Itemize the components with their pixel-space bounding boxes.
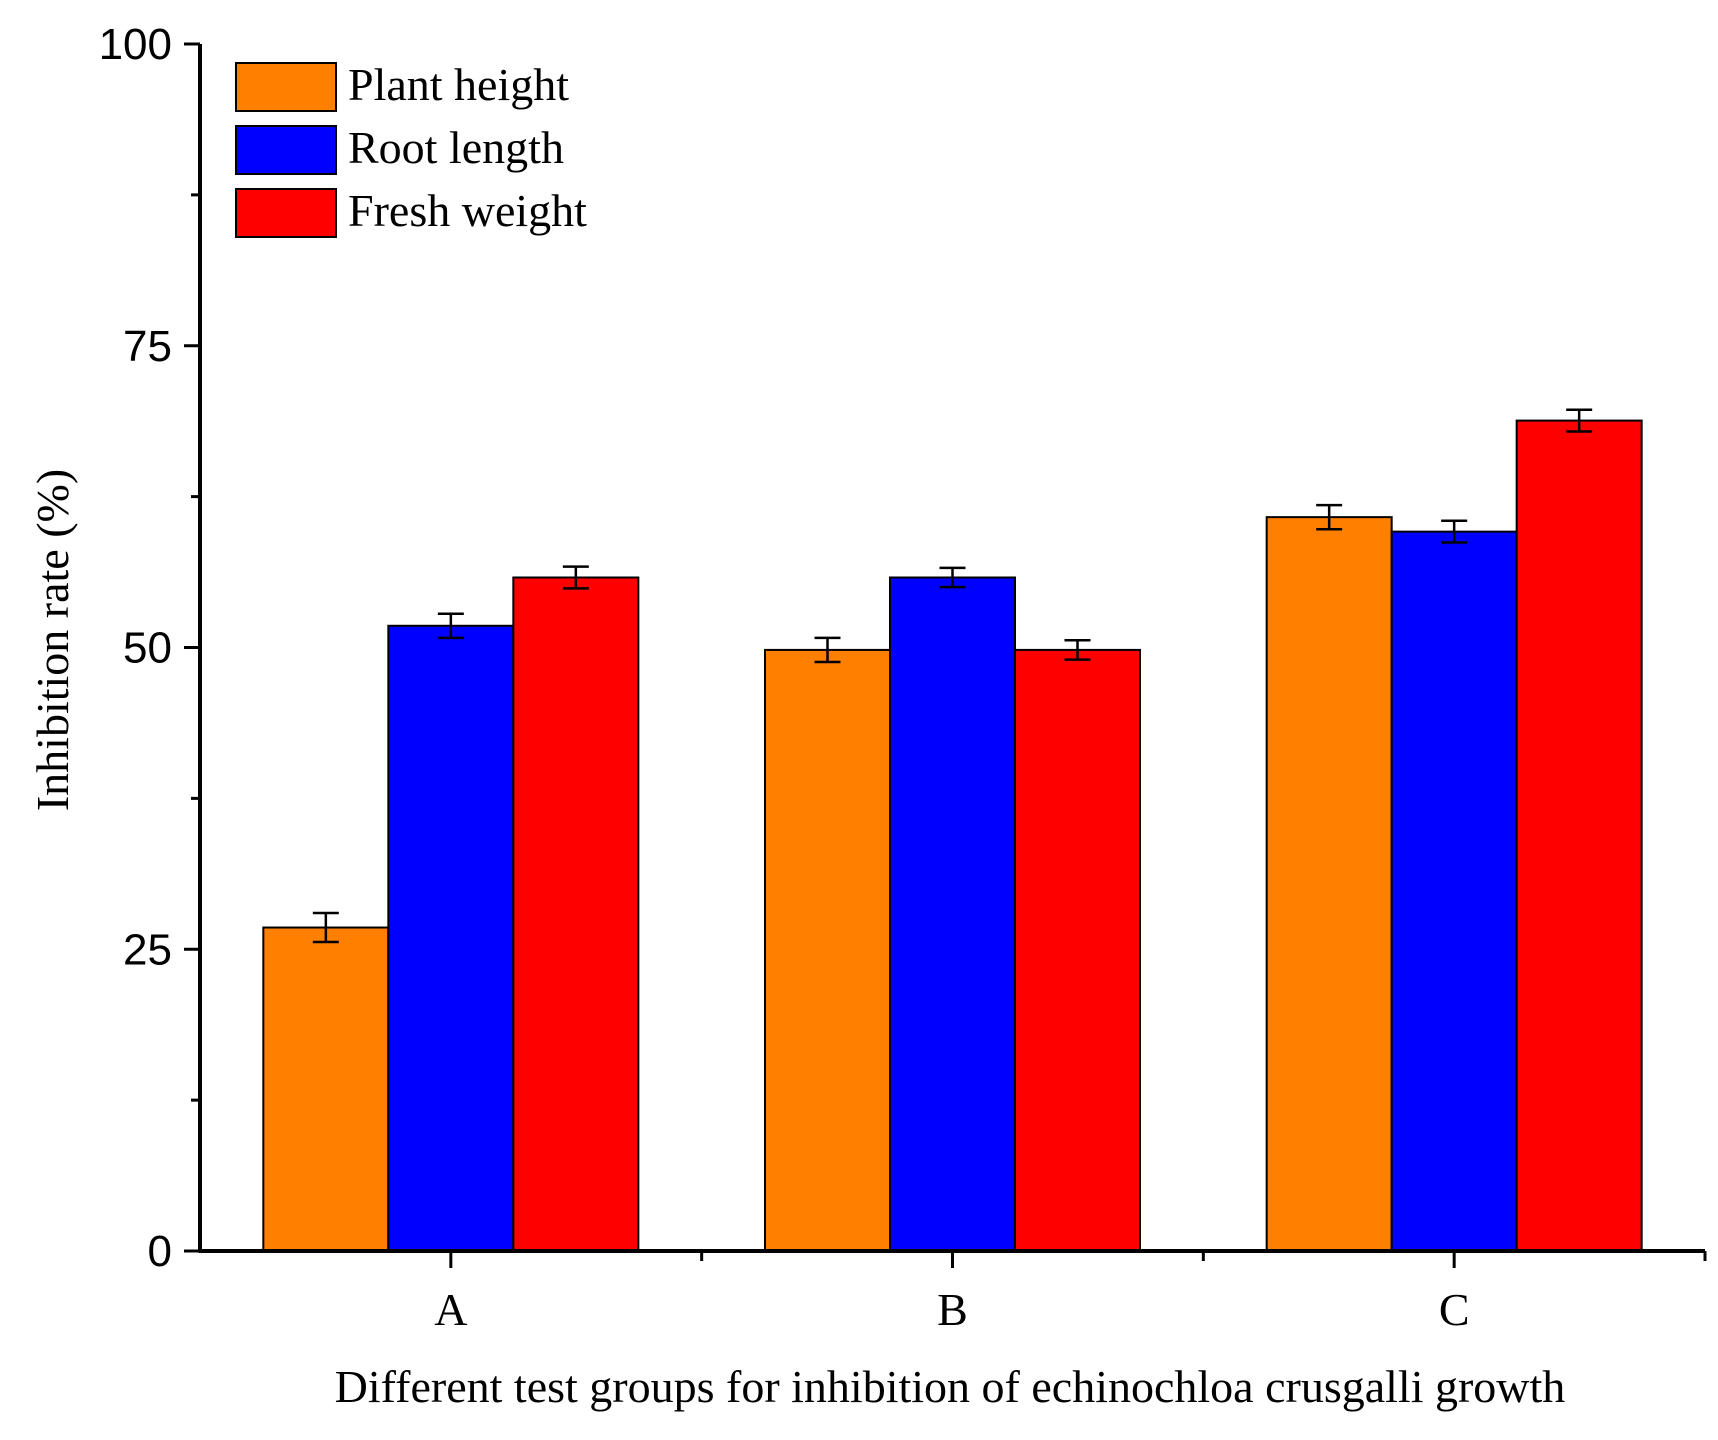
error-bar	[562, 565, 589, 590]
legend-swatch	[235, 62, 337, 112]
legend-swatch	[235, 188, 337, 238]
error-bar	[1316, 503, 1343, 531]
bar-plant-height-a	[262, 926, 390, 1252]
error-bar	[939, 566, 966, 589]
error-bar	[1566, 408, 1593, 433]
x-axis-title: Different test groups for inhibition of …	[335, 1361, 1566, 1412]
bar-plant-height-c	[1265, 516, 1393, 1252]
x-tick-label-a: A	[434, 1284, 467, 1335]
y-tick-label: 75	[123, 322, 172, 371]
bar-root-length-a	[387, 624, 515, 1252]
legend-label: Root length	[348, 122, 564, 173]
legend-item-root-length: Root length	[235, 122, 564, 175]
legend-label: Plant height	[348, 59, 569, 110]
bar-fresh-weight-b	[1014, 648, 1141, 1252]
error-bar	[437, 612, 464, 640]
y-tick-label: 100	[99, 20, 172, 69]
x-tick-label-b: B	[937, 1284, 968, 1335]
legend-swatch	[235, 125, 337, 175]
axes-layer: 0 25 50 75 100 A B C	[99, 20, 1707, 1335]
bar-root-length-b	[889, 576, 1016, 1252]
x-tick-label-c: C	[1439, 1284, 1470, 1335]
bar-fresh-weight-c	[1515, 419, 1643, 1253]
error-bar	[312, 911, 339, 944]
y-tick-label: 50	[123, 624, 172, 673]
error-bars-layer	[312, 408, 1593, 944]
bar-root-length-c	[1390, 530, 1518, 1252]
error-bar	[1441, 519, 1468, 544]
bar-plant-height-b	[764, 648, 891, 1252]
y-tick-label: 25	[123, 925, 172, 974]
y-axis-title: Inhibition rate (%)	[27, 469, 78, 811]
bar-fresh-weight-a	[512, 576, 640, 1252]
error-bar	[814, 636, 841, 664]
bars-layer	[262, 419, 1643, 1253]
legend: Plant height Root length Fresh weight	[235, 59, 587, 238]
legend-item-fresh-weight: Fresh weight	[235, 185, 587, 238]
error-bar	[1064, 639, 1091, 661]
y-tick-label: 0	[148, 1227, 172, 1276]
legend-item-plant-height: Plant height	[235, 59, 569, 112]
legend-label: Fresh weight	[348, 185, 587, 236]
